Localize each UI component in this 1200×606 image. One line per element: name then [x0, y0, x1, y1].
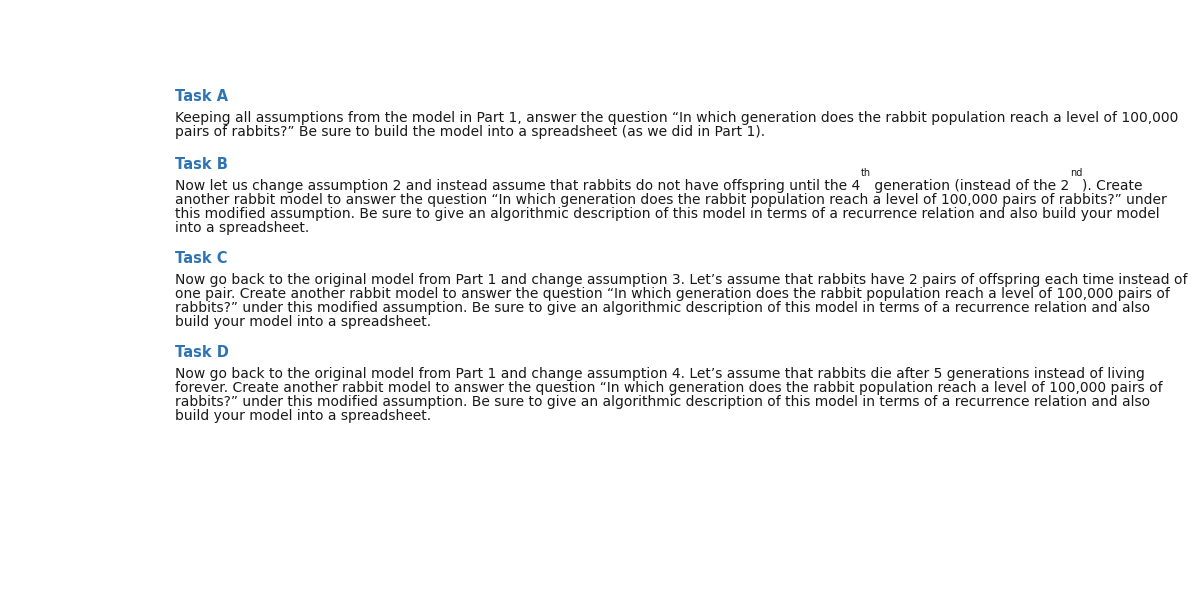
Text: Now go back to the original model from Part 1 and change assumption 3. Let’s ass: Now go back to the original model from P…: [175, 273, 1188, 287]
Text: th: th: [860, 168, 870, 178]
Text: Now let us change assumption 2 and instead assume that rabbits do not have offsp: Now let us change assumption 2 and inste…: [175, 179, 860, 193]
Text: Now go back to the original model from Part 1 and change assumption 4. Let’s ass: Now go back to the original model from P…: [175, 367, 1145, 381]
Text: Task A: Task A: [175, 89, 228, 104]
Text: Keeping all assumptions from the model in Part 1, answer the question “In which : Keeping all assumptions from the model i…: [175, 111, 1178, 125]
Text: ). Create: ). Create: [1082, 179, 1142, 193]
Text: rabbits?” under this modified assumption. Be sure to give an algorithmic descrip: rabbits?” under this modified assumption…: [175, 301, 1151, 315]
Text: generation (instead of the 2: generation (instead of the 2: [870, 179, 1069, 193]
Text: this modified assumption. Be sure to give an algorithmic description of this mod: this modified assumption. Be sure to giv…: [175, 207, 1159, 221]
Text: another rabbit model to answer the question “In which generation does the rabbit: another rabbit model to answer the quest…: [175, 193, 1166, 207]
Text: rabbits?” under this modified assumption. Be sure to give an algorithmic descrip: rabbits?” under this modified assumption…: [175, 395, 1151, 409]
Text: pairs of rabbits?” Be sure to build the model into a spreadsheet (as we did in P: pairs of rabbits?” Be sure to build the …: [175, 125, 766, 139]
Text: Task D: Task D: [175, 345, 229, 360]
Text: build your model into a spreadsheet.: build your model into a spreadsheet.: [175, 409, 431, 423]
Text: Task B: Task B: [175, 157, 228, 171]
Text: build your model into a spreadsheet.: build your model into a spreadsheet.: [175, 315, 431, 329]
Text: one pair. Create another rabbit model to answer the question “In which generatio: one pair. Create another rabbit model to…: [175, 287, 1170, 301]
Text: forever. Create another rabbit model to answer the question “In which generation: forever. Create another rabbit model to …: [175, 381, 1163, 395]
Text: Task C: Task C: [175, 251, 228, 266]
Text: into a spreadsheet.: into a spreadsheet.: [175, 221, 310, 235]
Text: nd: nd: [1069, 168, 1082, 178]
